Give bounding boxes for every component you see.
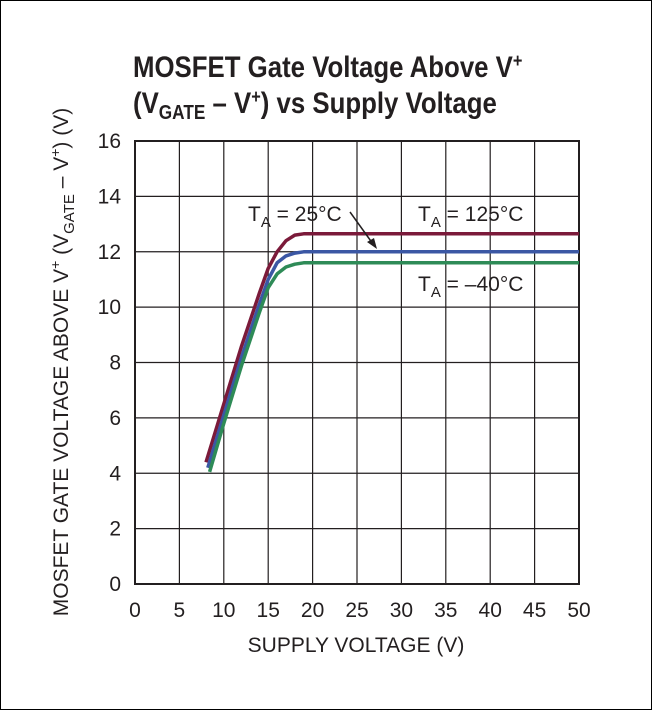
x-tick-label: 35 [434, 599, 457, 622]
chart-title-line-1: MOSFET Gate Voltage Above V+ [133, 51, 523, 84]
series-line-2 [207, 261, 579, 473]
x-tick-label: 10 [212, 599, 235, 622]
x-tick-label: 50 [567, 599, 590, 622]
y-tick-label: 0 [109, 573, 121, 596]
chart-title-line-2: (VGATE – V+) vs Supply Voltage [133, 87, 497, 124]
x-tick-label: 45 [523, 599, 546, 622]
annotation-arrow-head [367, 238, 377, 249]
y-tick-label: 8 [109, 352, 121, 375]
y-tick-label: 6 [109, 407, 121, 430]
x-tick-label: 25 [345, 599, 368, 622]
y-tick-label: 4 [109, 462, 121, 485]
series-line-0 [204, 232, 579, 463]
y-tick-label: 2 [109, 518, 121, 541]
y-tick-labels: 0 2 4 6 8 10 12 14 16 [98, 130, 122, 596]
x-tick-label: 40 [479, 599, 502, 622]
annotation-ta-minus40c: TA = –40°C [418, 273, 523, 301]
y-tick-label: 10 [98, 296, 121, 319]
y-tick-label: 14 [98, 185, 122, 208]
x-tick-label: 15 [257, 599, 280, 622]
chart-title: MOSFET Gate Voltage Above V+ (VGATE – V+… [133, 50, 523, 124]
annotation-arrow-line [349, 211, 374, 245]
x-tick-label: 0 [129, 599, 141, 622]
x-tick-label: 5 [174, 599, 186, 622]
y-axis-label: MOSFET GATE VOLTAGE ABOVE V+ (VGATE – V+… [47, 108, 78, 617]
series-lines [204, 232, 579, 473]
y-tick-label: 12 [98, 241, 121, 264]
x-tick-label: 30 [390, 599, 413, 622]
x-axis-label: SUPPLY VOLTAGE (V) [248, 634, 465, 657]
plot-border [134, 140, 580, 585]
annotation-ta-125c: TA = 125°C [418, 203, 523, 231]
x-tick-label: 20 [301, 599, 324, 622]
x-tick-labels: 0 5 10 15 20 25 30 35 40 45 50 [129, 599, 591, 622]
plot-area-border [134, 140, 580, 585]
series-line-1 [206, 250, 579, 469]
annotation-ta-25c: TA = 25°C [248, 203, 342, 231]
y-tick-label: 16 [98, 130, 121, 153]
